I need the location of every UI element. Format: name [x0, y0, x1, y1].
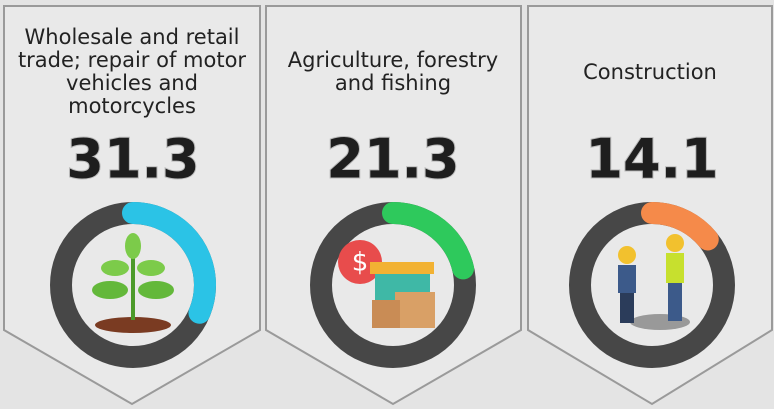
panel-title: Agriculture, forestry and fishing	[273, 22, 513, 122]
infographic: $ 31.3 21.3 14.1 Wholesale and retail trad…	[0, 0, 774, 409]
value-label: 31.3	[66, 128, 199, 191]
svg-text:$: $	[352, 248, 369, 278]
panel-title: Construction	[530, 22, 770, 122]
value-label: 21.3	[326, 128, 459, 191]
panel-title: Wholesale and retail trade; repair of mo…	[12, 22, 252, 122]
value-label: 14.1	[585, 128, 718, 191]
